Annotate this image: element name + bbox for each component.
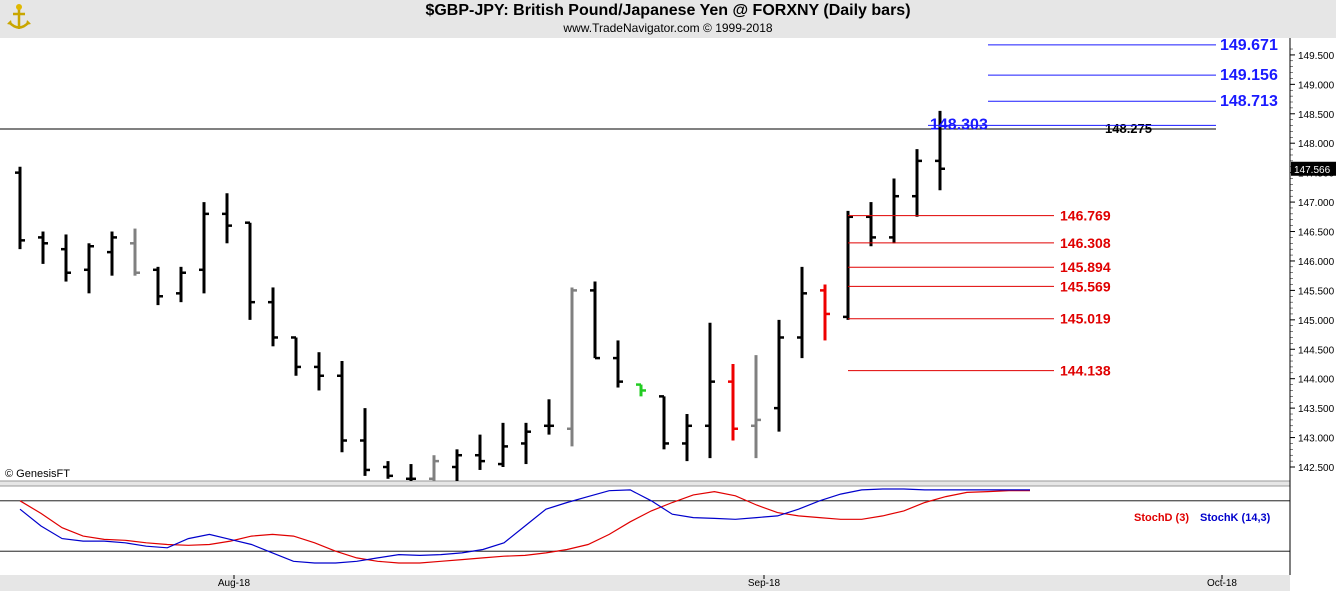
chart-title: $GBP-JPY: British Pound/Japanese Yen @ F… [425, 2, 911, 19]
blue-level-label: 149.156 [1220, 67, 1278, 84]
stoch-series-line [19, 488, 1030, 564]
y-axis: 142.500 143.000 143.500 144.000 144.500 145.0… [1289, 38, 1336, 591]
fib-levels: 148.275 149.671 149.156 148.713 148.303 146.7… [0, 37, 1278, 379]
red-level-label: 144.138 [1060, 363, 1111, 379]
x-axis-tick-label: Sep-18 [748, 578, 781, 589]
stochD-legend: StochD (3) [1134, 512, 1189, 524]
price-axis-tick-label: 146.000 [1298, 257, 1335, 268]
last-price-label: 147.566 [1294, 165, 1331, 176]
stochK-legend: StochK (14,3) [1200, 512, 1271, 524]
last-price-badge [1291, 161, 1336, 176]
x-axis: Aug-18 Sep-18 Oct-18 [218, 575, 1237, 589]
price-axis-tick-label: 144.000 [1298, 375, 1335, 386]
price-axis-tick-label: 143.500 [1298, 404, 1335, 415]
red-level-label: 146.769 [1060, 208, 1111, 224]
stoch-series-line [19, 490, 1030, 564]
blue-level-label: 148.303 [930, 116, 988, 133]
price-axis-tick-label: 149.000 [1298, 80, 1335, 91]
price-axis-tick-label: 145.000 [1298, 316, 1335, 327]
red-level-label: 145.019 [1060, 311, 1111, 327]
blue-level-label: 148.713 [1220, 93, 1278, 110]
chart-subtitle: www.TradeNavigator.com © 1999-2018 [563, 21, 773, 35]
red-level-label: 145.569 [1060, 278, 1111, 294]
red-level-label: 145.894 [1060, 259, 1111, 275]
price-axis-tick-label: 148.000 [1298, 139, 1335, 150]
price-axis-tick-label: 148.500 [1298, 110, 1335, 121]
data-source-watermark: © GenesisFT [5, 468, 70, 480]
x-axis-tick-label: Oct-18 [1207, 578, 1237, 589]
chart-header: $GBP-JPY: British Pound/Japanese Yen @ F… [0, 0, 1336, 38]
price-axis-tick-label: 146.500 [1298, 228, 1335, 239]
price-axis-tick-label: 144.500 [1298, 345, 1335, 356]
trade-navigator-logo-icon [7, 4, 31, 29]
price-axis-tick-label: 149.500 [1298, 51, 1335, 62]
price-axis-tick-label: 147.000 [1298, 198, 1335, 209]
price-axis-tick-label: 143.000 [1298, 434, 1335, 445]
x-axis-tick-label: Aug-18 [218, 578, 251, 589]
price-axis-tick-label: 142.500 [1298, 463, 1335, 474]
horizontal-line-label: 148.275 [1105, 121, 1152, 136]
price-bars [15, 110, 945, 481]
price-axis-tick-label: 145.500 [1298, 286, 1335, 297]
red-level-label: 146.308 [1060, 235, 1111, 251]
blue-level-label: 149.671 [1220, 37, 1278, 54]
